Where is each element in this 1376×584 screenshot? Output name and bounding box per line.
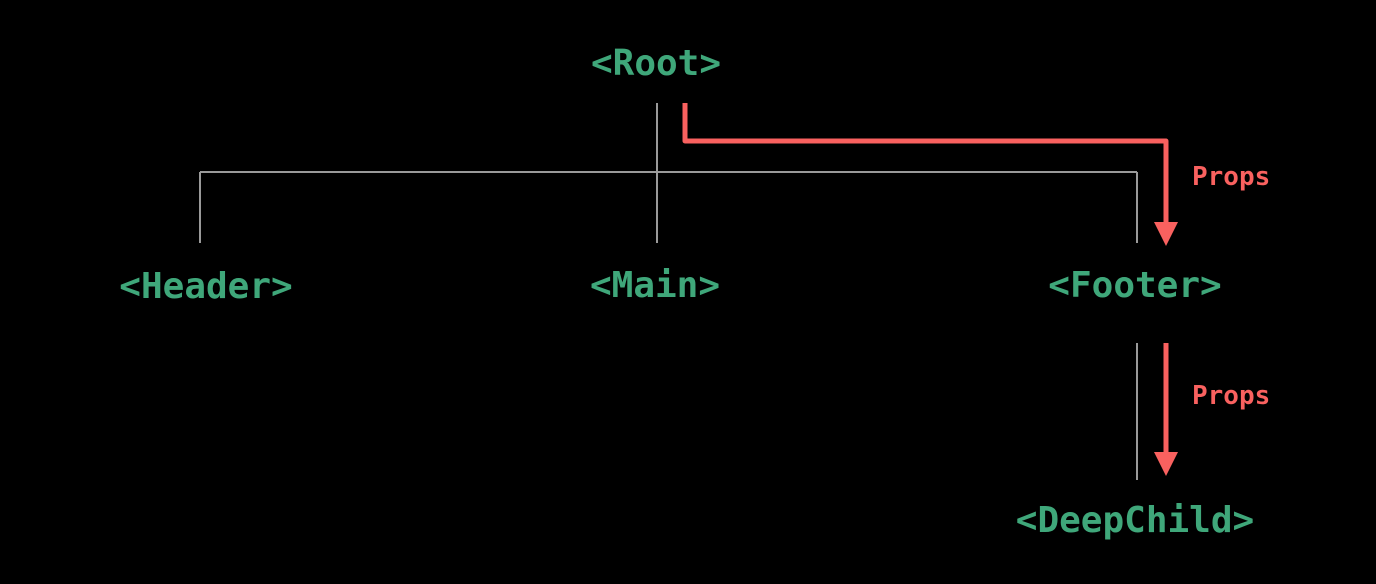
props-arrow-root-to-footer xyxy=(682,103,1169,224)
node-footer: <Footer> xyxy=(1048,265,1222,306)
props-arrowhead-footer-to-deepchild xyxy=(1154,452,1178,476)
props-label-root-to-footer: Props xyxy=(1192,162,1271,192)
node-main: <Main> xyxy=(589,265,721,306)
node-root: <Root> xyxy=(590,43,722,84)
node-header: <Header> xyxy=(119,266,293,307)
node-deepchild: <DeepChild> xyxy=(1015,500,1255,541)
props-label-footer-to-deepchild: Props xyxy=(1192,381,1271,411)
props-arrowhead-root-to-footer xyxy=(1154,222,1178,246)
